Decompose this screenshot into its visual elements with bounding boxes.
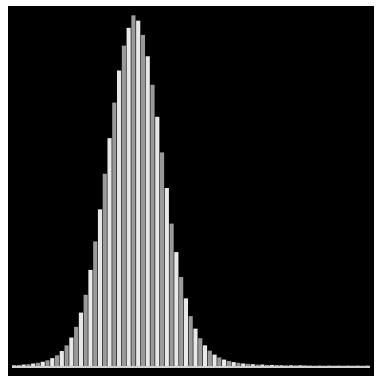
histogram-bar xyxy=(102,173,107,366)
histogram-bar xyxy=(40,361,45,366)
histogram-bar xyxy=(226,361,231,366)
histogram-bar xyxy=(217,357,222,366)
histogram-bar xyxy=(269,364,274,366)
histogram-bar xyxy=(126,27,131,367)
histogram-bar xyxy=(288,365,294,366)
histogram-bar xyxy=(159,152,165,366)
histogram-bar xyxy=(69,337,74,366)
histogram-bar xyxy=(260,364,265,366)
histogram-bar xyxy=(16,364,21,366)
histogram-bar xyxy=(303,365,308,366)
histogram-bar xyxy=(274,364,279,366)
histogram-bar xyxy=(212,354,217,366)
histogram-bar xyxy=(88,269,93,366)
histogram-bar xyxy=(50,358,55,366)
histogram-bar xyxy=(64,345,69,366)
histogram-bar xyxy=(202,345,208,366)
histogram-bar xyxy=(117,70,122,367)
histogram-bar xyxy=(198,338,203,366)
histogram-bar xyxy=(121,45,126,366)
histogram-bar xyxy=(150,84,155,366)
histogram-bar xyxy=(35,362,41,366)
histogram-bar xyxy=(183,298,189,366)
plot-background xyxy=(8,6,374,376)
histogram-chart xyxy=(8,6,374,376)
histogram-bar xyxy=(155,116,160,366)
histogram-bar xyxy=(12,365,17,366)
histogram-bar xyxy=(231,362,236,366)
histogram-bar xyxy=(59,351,64,366)
histogram-bars xyxy=(12,15,370,367)
histogram-bar xyxy=(26,364,31,366)
histogram-bar xyxy=(284,365,289,366)
histogram-bar xyxy=(164,188,169,366)
histogram-bar xyxy=(45,360,50,366)
histogram-bar xyxy=(236,362,241,366)
histogram-bar xyxy=(207,350,212,366)
histogram-bar xyxy=(131,15,136,367)
histogram-bar xyxy=(54,355,60,366)
histogram-bar xyxy=(136,20,141,367)
histogram-bar xyxy=(241,363,246,366)
histogram-bar xyxy=(298,365,303,366)
histogram-bar xyxy=(93,241,98,366)
histogram-bar xyxy=(83,294,88,366)
histogram-bar xyxy=(112,102,117,366)
histogram-bar xyxy=(255,364,260,366)
histogram-bar xyxy=(107,138,112,366)
histogram-bar xyxy=(140,34,146,367)
histogram-bar xyxy=(250,364,255,366)
histogram-bar xyxy=(31,363,36,366)
histogram-bar xyxy=(21,364,26,366)
histogram-bar xyxy=(97,209,103,366)
histogram-panel xyxy=(8,6,374,376)
histogram-bar xyxy=(293,365,298,366)
histogram-bar xyxy=(174,252,179,366)
histogram-bar xyxy=(179,277,184,366)
histogram-bar xyxy=(74,326,79,366)
histogram-bar xyxy=(245,363,251,366)
histogram-bar xyxy=(188,316,193,366)
histogram-bar xyxy=(193,328,198,366)
histogram-bar xyxy=(145,56,150,366)
histogram-bar xyxy=(264,364,270,366)
histogram-bar xyxy=(222,359,227,366)
histogram-bar xyxy=(78,312,83,366)
histogram-bar xyxy=(279,365,284,366)
histogram-bar xyxy=(169,223,174,366)
